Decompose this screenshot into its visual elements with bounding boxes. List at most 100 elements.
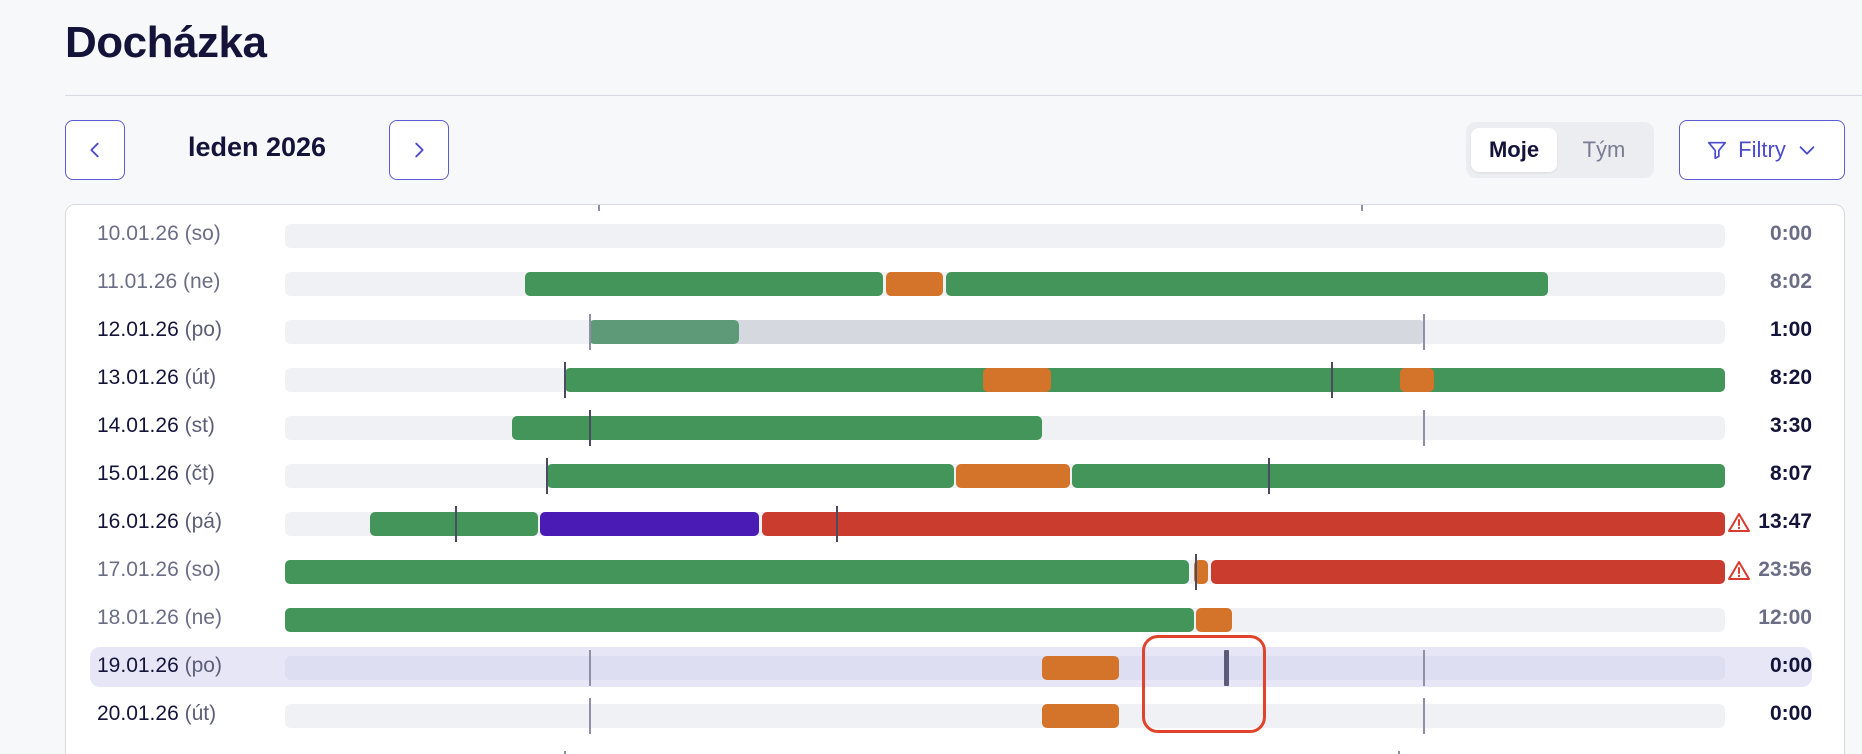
shift-start-marker xyxy=(589,314,591,350)
day-timeline-track xyxy=(285,410,1725,446)
day-timeline-track xyxy=(285,554,1725,590)
work-segment[interactable] xyxy=(512,416,1042,440)
warning-icon[interactable] xyxy=(1727,511,1751,535)
day-row[interactable]: 11.01.26 (ne) 8:02 xyxy=(90,263,1812,303)
shift-end-marker xyxy=(1423,698,1425,734)
filter-icon xyxy=(1708,141,1727,160)
chevron-right-icon xyxy=(415,142,424,158)
row-weekday: (st) xyxy=(184,414,215,437)
timeline-tick xyxy=(598,205,600,211)
timeline-tick xyxy=(1398,751,1400,754)
day-row[interactable]: 20.01.26 (út) 0:00 xyxy=(90,695,1812,735)
shift-marker xyxy=(836,506,838,542)
row-total: 0:00 xyxy=(1769,702,1812,725)
pause-segment[interactable] xyxy=(983,368,1051,392)
shift-start-marker xyxy=(589,698,591,734)
pause-segment[interactable] xyxy=(956,464,1070,488)
absence-segment[interactable] xyxy=(540,512,759,536)
day-row[interactable]: 15.01.26 (čt) 8:07 xyxy=(90,455,1812,495)
row-date: 19.01.26 xyxy=(97,654,179,677)
attendance-timeline: 10.01.26 (so) 0:00 11.01.26 (ne) 8:02 12… xyxy=(65,204,1845,754)
day-row[interactable]: 12.01.26 (po) 1:00 xyxy=(90,311,1812,351)
row-weekday: (so) xyxy=(184,222,221,245)
row-date: 16.01.26 xyxy=(97,510,179,533)
header-divider xyxy=(65,95,1862,96)
row-total: 8:02 xyxy=(1769,270,1812,293)
day-timeline-track xyxy=(285,314,1725,350)
day-timeline-track xyxy=(285,272,1725,296)
timeline-tick xyxy=(1361,205,1363,211)
work-segment[interactable] xyxy=(370,512,538,536)
shift-start-marker xyxy=(589,650,591,686)
day-timeline-track xyxy=(285,608,1725,632)
work-segment[interactable] xyxy=(285,608,1194,632)
row-total: 1:00 xyxy=(1769,318,1812,341)
row-total: 8:07 xyxy=(1769,462,1812,485)
row-total: 13:47 xyxy=(1758,510,1812,533)
work-segment[interactable] xyxy=(285,560,1189,584)
day-row-selected[interactable]: 19.01.26 (po) 0:00 xyxy=(90,647,1812,687)
row-date: 14.01.26 xyxy=(97,414,179,437)
day-row[interactable]: 18.01.26 (ne) 12:00 xyxy=(90,599,1812,639)
current-time-marker xyxy=(1224,650,1229,686)
row-date: 17.01.26 xyxy=(97,558,179,581)
shift-start-marker xyxy=(564,362,566,398)
work-segment[interactable] xyxy=(565,368,1725,392)
warning-icon[interactable] xyxy=(1727,559,1751,583)
shift-marker xyxy=(1268,458,1270,494)
page-title: Docházka xyxy=(65,18,267,67)
day-timeline-track xyxy=(285,506,1725,542)
row-date: 12.01.26 xyxy=(97,318,179,341)
toggle-option-moje[interactable]: Moje xyxy=(1471,128,1557,172)
row-total: 12:00 xyxy=(1758,606,1812,629)
view-toggle: Moje Tým xyxy=(1466,122,1654,178)
shift-marker xyxy=(1195,554,1197,590)
row-date: 18.01.26 xyxy=(97,606,179,629)
work-segment[interactable] xyxy=(946,272,1548,296)
day-row[interactable]: 13.01.26 (út) 8:20 xyxy=(90,359,1812,399)
work-segment[interactable] xyxy=(589,320,739,344)
day-row[interactable]: 10.01.26 (so) 0:00 xyxy=(90,215,1812,255)
row-date: 20.01.26 xyxy=(97,702,179,725)
pause-segment[interactable] xyxy=(1194,560,1208,584)
row-total: 23:56 xyxy=(1758,558,1812,581)
chevron-down-icon xyxy=(1799,146,1815,155)
toggle-option-tym[interactable]: Tým xyxy=(1582,137,1626,162)
filters-label: Filtry xyxy=(1738,137,1786,162)
day-row[interactable]: 17.01.26 (so) 23:56 xyxy=(90,551,1812,591)
row-total: 8:20 xyxy=(1769,366,1812,389)
day-row[interactable]: 14.01.26 (st) 3:30 xyxy=(90,407,1812,447)
overtime-segment[interactable] xyxy=(1211,560,1725,584)
pause-segment[interactable] xyxy=(1042,656,1119,680)
row-weekday: (čt) xyxy=(184,462,215,485)
work-segment[interactable] xyxy=(525,272,883,296)
row-total: 3:30 xyxy=(1769,414,1812,437)
overtime-segment[interactable] xyxy=(762,512,1725,536)
next-month-button[interactable] xyxy=(389,120,449,180)
pause-segment[interactable] xyxy=(1400,368,1434,392)
row-weekday: (ne) xyxy=(184,606,222,629)
day-timeline-track xyxy=(285,458,1725,494)
pause-segment[interactable] xyxy=(1196,608,1232,632)
row-weekday: (so) xyxy=(184,558,221,581)
work-segment[interactable] xyxy=(1072,464,1725,488)
row-weekday: (po) xyxy=(184,318,222,341)
work-segment[interactable] xyxy=(547,464,954,488)
row-date: 15.01.26 xyxy=(97,462,179,485)
focus-highlight xyxy=(1142,635,1266,733)
day-timeline-track xyxy=(285,650,1725,686)
row-weekday: (po) xyxy=(184,654,222,677)
filters-button[interactable]: Filtry xyxy=(1679,120,1845,180)
previous-month-button[interactable] xyxy=(65,120,125,180)
day-timeline-track xyxy=(285,224,1725,248)
pause-segment[interactable] xyxy=(886,272,943,296)
row-weekday: (út) xyxy=(184,702,217,725)
shift-end-marker xyxy=(1423,410,1425,446)
shift-end-marker xyxy=(1423,314,1425,350)
shift-start-marker xyxy=(589,410,591,446)
shift-end-marker xyxy=(1423,650,1425,686)
row-date: 10.01.26 xyxy=(97,222,179,245)
day-row[interactable]: 16.01.26 (pá) 13:47 xyxy=(90,503,1812,543)
shift-marker xyxy=(455,506,457,542)
pause-segment[interactable] xyxy=(1042,704,1119,728)
